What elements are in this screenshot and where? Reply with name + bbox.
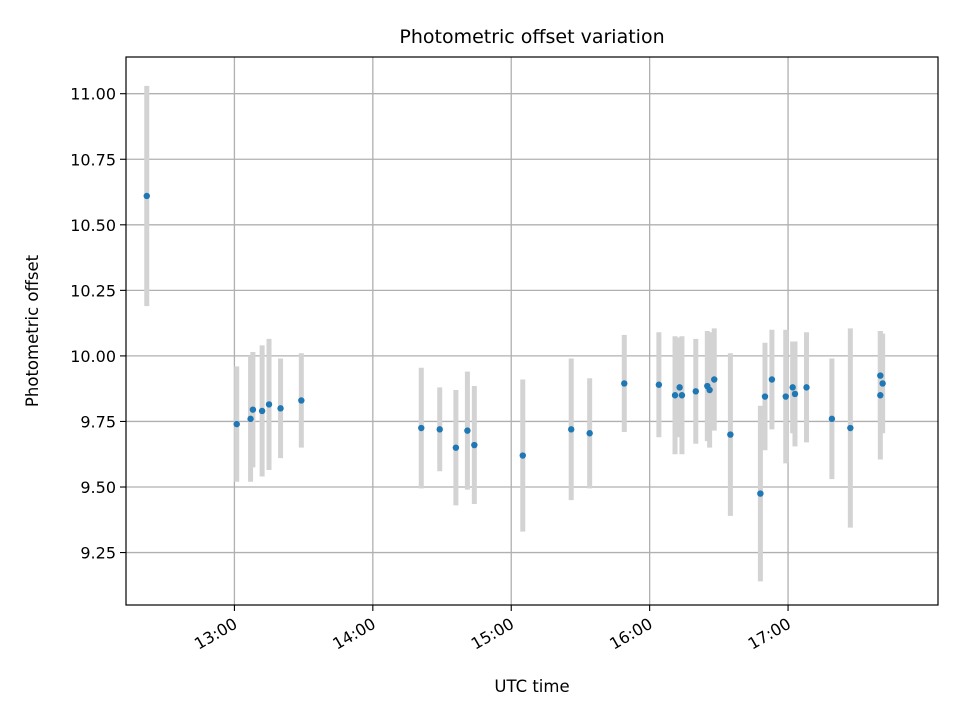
data-point [471,441,478,449]
data-point [768,376,776,383]
x-axis-title: UTC time [494,677,569,696]
data-point [452,444,460,451]
data-point [877,392,884,399]
data-point [249,406,257,413]
y-tick-label: 11.00 [70,85,116,104]
data-point [847,424,854,432]
data-point [298,397,305,404]
y-tick-label: 10.25 [70,281,116,300]
y-tick-label: 10.00 [70,347,116,366]
data-point [828,415,836,423]
data-point [676,384,683,391]
y-axis-ticks: 9.25 9.50 9.75 10.00 10.25 10.50 10.75 11.00 [70,85,126,563]
data-point [877,372,884,379]
data-point [791,390,799,398]
y-tick-label: 9.50 [80,478,116,497]
data-point [265,401,273,408]
data-point [519,452,526,459]
data-point [782,393,789,400]
data-point [436,426,443,433]
data-point [464,427,471,434]
data-point [418,424,425,432]
data-point [586,430,593,437]
data-point [655,381,663,388]
data-point [568,426,575,433]
data-point [621,380,628,387]
data-point [258,407,266,415]
y-tick-label: 10.50 [70,216,116,235]
plot-frame [125,56,939,606]
chart-title: Photometric offset variation [399,26,664,48]
data-point [247,415,254,423]
data-point [678,392,686,399]
y-tick-label: 10.75 [70,150,116,169]
data-point [671,392,679,399]
y-tick-label: 9.75 [80,412,116,431]
data-point [803,384,810,391]
data-point [879,380,886,387]
data-point [277,405,284,412]
data-point [692,388,699,395]
y-axis-title: Photometric offset [23,254,42,407]
data-point [706,386,713,394]
data-point [727,431,734,438]
data-point [789,384,796,391]
data-point [757,490,764,497]
data-point [761,393,769,400]
data-point [143,192,150,200]
data-points [143,192,886,497]
data-point [233,420,240,428]
data-point [711,376,718,383]
y-tick-label: 9.25 [80,544,116,563]
